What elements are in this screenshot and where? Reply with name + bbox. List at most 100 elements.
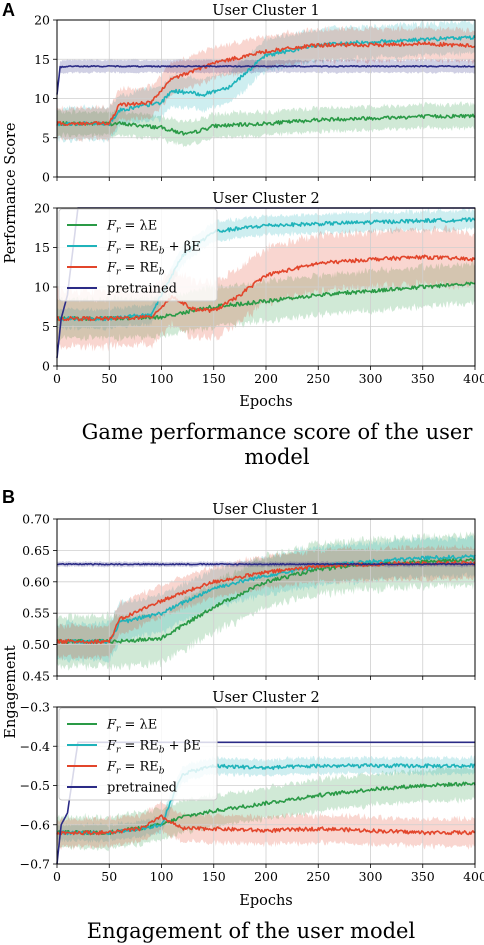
legend-label: Fr = λE — [106, 219, 157, 236]
y-tick-label: 20 — [34, 13, 50, 28]
legend-sub: r — [116, 746, 121, 756]
legend-box — [58, 208, 218, 302]
x-tick-label: 300 — [359, 371, 383, 386]
x-tick-label: 100 — [150, 371, 174, 386]
legend-rest2: + βE — [165, 739, 201, 754]
y-tick-label: 15 — [34, 240, 50, 255]
x-tick-label: 0 — [53, 869, 61, 884]
panel-label-a: A — [2, 0, 15, 20]
subplot-title: User Cluster 2 — [212, 191, 319, 207]
subplot-title: User Cluster 1 — [212, 502, 319, 518]
y-tick-label: 5 — [42, 130, 50, 145]
plot-frame — [56, 207, 476, 367]
plot-frame — [56, 706, 476, 865]
y-tick-label: 0.65 — [22, 543, 50, 558]
y-tick-label: 0 — [42, 170, 50, 185]
y-tick-label: 20 — [34, 201, 50, 216]
legend-math: F — [106, 718, 117, 733]
y-tick-label: 10 — [34, 91, 50, 106]
x-tick-label: 150 — [202, 869, 226, 884]
subplot-title: User Cluster 1 — [212, 3, 319, 19]
legend-rest: = λE — [120, 718, 157, 733]
y-tick-label: 0.50 — [22, 637, 50, 652]
y-tick-label: 0.45 — [22, 669, 50, 684]
legend-math: F — [106, 261, 117, 276]
legend-math: F — [106, 739, 117, 754]
y-tick-label: −0.3 — [20, 700, 50, 715]
x-tick-label: 200 — [254, 371, 278, 386]
y-tick-label: −0.6 — [20, 817, 50, 832]
legend-label: Fr = REb — [106, 760, 165, 777]
y-axis-label-b: Engagement — [3, 645, 19, 738]
series-line-cyan — [56, 554, 476, 645]
x-tick-label: 400 — [463, 869, 484, 884]
series-line-navy — [57, 562, 476, 566]
x-tick-label: 200 — [254, 869, 278, 884]
subplot-title: User Cluster 2 — [212, 690, 319, 706]
y-tick-label: 0.60 — [22, 574, 50, 589]
legend-label: pretrained — [107, 282, 177, 297]
x-tick-label: 100 — [150, 869, 174, 884]
legend-sub: r — [116, 725, 121, 735]
x-tick-label: 150 — [202, 371, 226, 386]
x-tick-label: 50 — [101, 371, 117, 386]
legend-sub2: b — [159, 247, 165, 257]
series-line-red — [56, 41, 476, 126]
x-axis-label-a: Epochs — [239, 394, 293, 410]
y-tick-label: −0.7 — [20, 857, 50, 872]
series-line-red — [56, 254, 476, 322]
caption-b: Engagement of the user model — [87, 919, 416, 943]
x-axis-label-b: Epochs — [239, 893, 293, 909]
plot-frame — [56, 19, 476, 178]
x-tick-label: 350 — [411, 869, 435, 884]
legend-sub2: b — [159, 268, 165, 278]
legend-box — [58, 707, 218, 801]
x-tick-label: 0 — [53, 371, 61, 386]
plot-frame — [56, 518, 476, 677]
legend-math: F — [106, 760, 117, 775]
legend-sub: r — [116, 268, 121, 278]
y-axis-label-a: Performance Score — [3, 123, 19, 264]
y-tick-label: 0 — [42, 359, 50, 374]
axes — [53, 19, 476, 868]
caption-a-line1: Game performance score of the user — [82, 420, 474, 444]
y-tick-label: 0.55 — [22, 606, 50, 621]
legend-rest2: + βE — [165, 240, 201, 255]
legend-label: Fr = REb + βE — [106, 739, 201, 756]
legend-label: Fr = REb — [106, 261, 165, 278]
legend-label: Fr = λE — [106, 718, 157, 735]
series-line-green — [56, 557, 476, 644]
legend-math: F — [106, 240, 117, 255]
y-tick-label: 15 — [34, 52, 50, 67]
series-line-navy — [56, 65, 476, 95]
series-line-cyan — [56, 35, 476, 127]
y-tick-label: 5 — [42, 319, 50, 334]
legend-rest: = RE — [120, 760, 158, 775]
y-tick-label: −0.4 — [20, 739, 50, 754]
legend-rest: = RE — [120, 739, 158, 754]
legend-sub: r — [116, 767, 121, 777]
panel-label-b: B — [2, 487, 15, 507]
y-tick-label: −0.5 — [20, 778, 50, 793]
y-tick-label: 10 — [34, 280, 50, 295]
legend-sub: r — [116, 247, 121, 257]
legend-label: Fr = REb + βE — [106, 240, 201, 257]
legend-sub2: b — [159, 746, 165, 756]
series-line-red — [56, 814, 476, 836]
x-tick-label: 50 — [101, 869, 117, 884]
caption-a-line2: model — [244, 445, 309, 469]
legend-label: pretrained — [107, 781, 177, 796]
legend-rest: = RE — [120, 261, 158, 276]
legend-rest: = λE — [120, 219, 157, 234]
legend-sub2: b — [159, 767, 165, 777]
legend-sub: r — [116, 226, 121, 236]
legend-rest: = RE — [120, 240, 158, 255]
x-tick-label: 250 — [306, 869, 330, 884]
x-tick-label: 400 — [463, 371, 484, 386]
series-line-green — [56, 113, 476, 136]
y-tick-label: 0.70 — [22, 512, 50, 527]
x-tick-label: 350 — [411, 371, 435, 386]
